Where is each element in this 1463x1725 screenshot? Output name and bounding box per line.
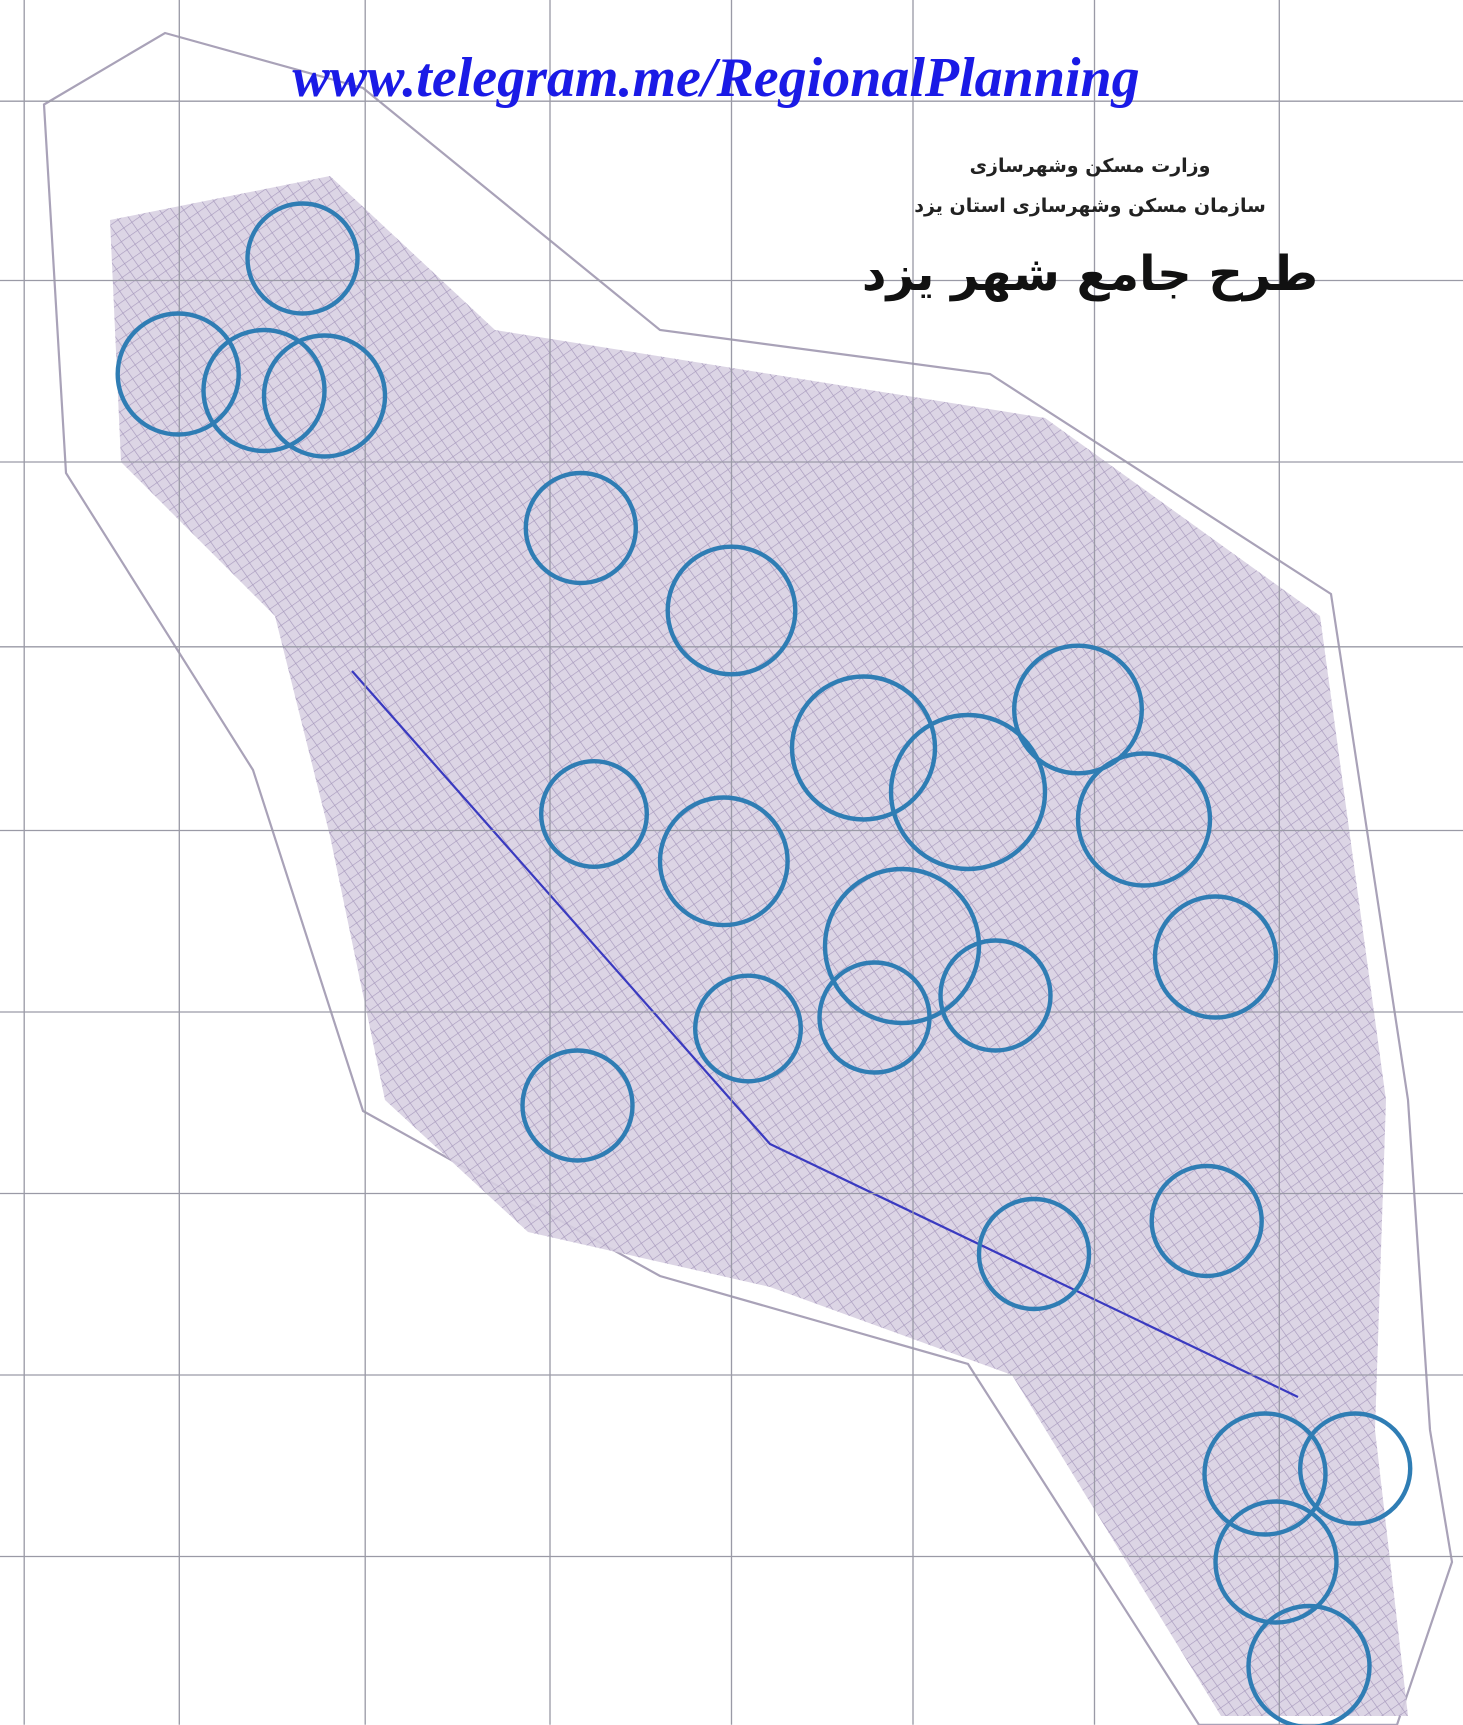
watermark: www.telegram.me/RegionalPlanning (292, 47, 1139, 109)
organization: سازمان مسکن وشهرسازی استان یزد (914, 195, 1266, 217)
map: www.telegram.me/RegionalPlanning وزارت م… (0, 0, 1463, 1725)
ministry: وزارت مسکن وشهرسازی (970, 155, 1211, 177)
page: {"watermark": "www.telegram.me/RegionalP… (0, 0, 1463, 1725)
urban-fabric (110, 176, 1408, 1716)
plan-title: طرح جامع شهر یزد (862, 246, 1318, 302)
